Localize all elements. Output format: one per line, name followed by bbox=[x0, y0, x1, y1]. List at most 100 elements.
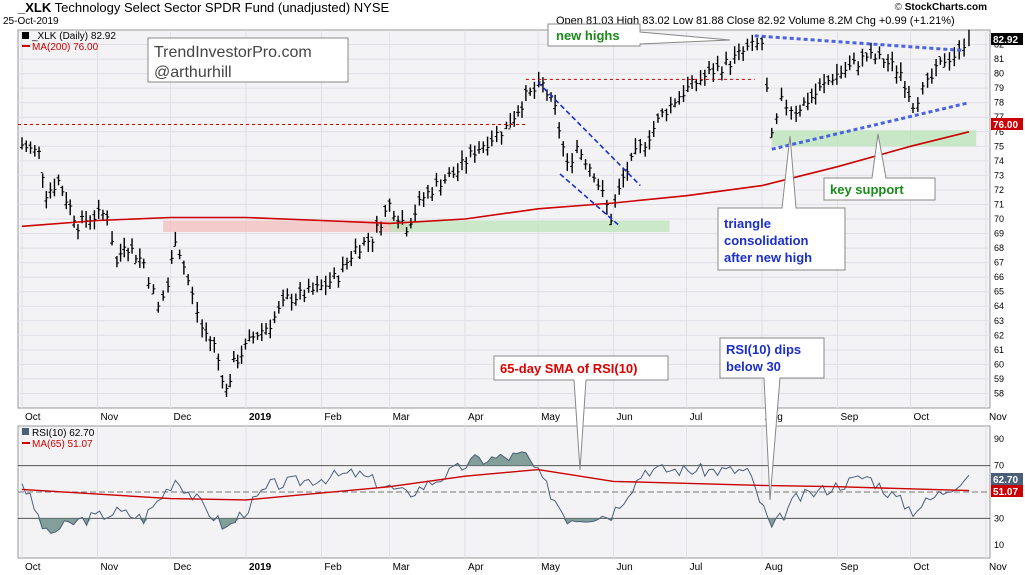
rsi-month-label: Oct bbox=[25, 562, 41, 573]
channel-upper bbox=[537, 81, 641, 187]
rsi-ma-flag: 51.07 bbox=[991, 485, 1023, 498]
triangle-line-3: after new high bbox=[724, 250, 812, 265]
callout-new-highs: new highs bbox=[547, 23, 731, 47]
rsi-line bbox=[21, 451, 970, 534]
legend-ma200: MA(200) 76.00 bbox=[32, 42, 99, 53]
legend-swatch-rsi bbox=[22, 428, 29, 435]
rsi-month-label: Sep bbox=[841, 562, 859, 573]
exchange: NYSE bbox=[353, 0, 390, 15]
price-tick-label: 63 bbox=[994, 316, 1004, 326]
rsi-ma-flag-bg bbox=[991, 485, 1023, 497]
rsi-month-label: May bbox=[541, 562, 560, 573]
rsi-month-label: Mar bbox=[393, 562, 411, 573]
ma200-line bbox=[21, 131, 970, 228]
price-tick-label: 80 bbox=[994, 69, 1004, 79]
price-tick-label: 64 bbox=[994, 301, 1004, 311]
month-label: Mar bbox=[393, 412, 411, 423]
price-tick-label: 78 bbox=[994, 98, 1004, 108]
channel-lower bbox=[559, 173, 619, 226]
price-tick-label: 74 bbox=[994, 156, 1004, 166]
price-tick-label: 58 bbox=[994, 388, 1004, 398]
legend-price: _XLK (Daily) 82.92 bbox=[31, 31, 116, 42]
rsi-month-label: Oct bbox=[914, 562, 930, 573]
rsi-layer bbox=[21, 451, 970, 534]
resistance-zone bbox=[163, 220, 407, 233]
triangle-lower bbox=[771, 101, 970, 151]
rsi-month-label: Nov bbox=[989, 562, 1007, 573]
legend-rsi: RSI(10) 62.70 bbox=[32, 428, 95, 439]
rsi-month-label: Jun bbox=[617, 562, 633, 573]
triangle-line-2: consolidation bbox=[724, 233, 809, 248]
rsi-ma65-line bbox=[21, 468, 970, 501]
month-label: Nov bbox=[989, 412, 1007, 423]
price-tick-label: 77 bbox=[994, 112, 1004, 122]
callout-rsi-dip: RSI(10) dips below 30 bbox=[719, 337, 825, 501]
rsi-dip-line-1: RSI(10) dips bbox=[726, 342, 801, 357]
symbol: _XLK bbox=[18, 0, 52, 15]
month-label: Jul bbox=[690, 412, 703, 423]
price-legend: _XLK (Daily) 82.92 MA(200) 76.00 bbox=[22, 31, 116, 53]
month-label: Dec bbox=[173, 412, 191, 423]
price-tick-label: 69 bbox=[994, 229, 1004, 239]
watermark-frame bbox=[147, 37, 349, 83]
callout-sma-box bbox=[493, 355, 669, 471]
price-tick-label: 76 bbox=[994, 127, 1004, 137]
month-label: Nov bbox=[100, 412, 118, 423]
ma-flag-label: 76.00 bbox=[993, 120, 1018, 131]
quote-line: Open 81.03 High 83.02 Low 81.88 Close 82… bbox=[556, 15, 955, 27]
watermark-handle: @arthurhill bbox=[154, 64, 232, 81]
price-tick-label: 70 bbox=[994, 214, 1004, 224]
rsi-tick-label: 30 bbox=[994, 513, 1004, 523]
rsi-month-label: Nov bbox=[100, 562, 118, 573]
price-tick-label: 65 bbox=[994, 287, 1004, 297]
rsi-month-label: Jul bbox=[690, 562, 703, 573]
rsi-legend: RSI(10) 62.70 MA(65) 51.07 bbox=[22, 428, 95, 450]
month-label: 2019 bbox=[249, 412, 272, 423]
callout-sma-rsi: 65-day SMA of RSI(10) bbox=[493, 355, 669, 471]
legend-rsi-ma: MA(65) 51.07 bbox=[32, 439, 93, 450]
ma-flag: 76.00 bbox=[991, 118, 1023, 131]
month-label: Oct bbox=[914, 412, 930, 423]
price-tick-label: 62 bbox=[994, 330, 1004, 340]
triangle-line-1: triangle bbox=[724, 216, 771, 231]
rsi-tick-label: 90 bbox=[994, 434, 1004, 444]
rsi-tick-label: 70 bbox=[994, 461, 1004, 471]
price-tick-label: 73 bbox=[994, 170, 1004, 180]
rsi-flag-bg bbox=[991, 473, 1023, 485]
symbol-title: _XLK Technology Select Sector SPDR Fund … bbox=[18, 0, 389, 15]
month-label: May bbox=[541, 412, 560, 423]
watermark-site: TrendInvestorPro.com bbox=[154, 44, 312, 61]
sma-rsi-label: 65-day SMA of RSI(10) bbox=[500, 361, 638, 376]
rsi-tick-label: 10 bbox=[994, 540, 1004, 550]
callout-key-support-box bbox=[823, 133, 936, 201]
month-label: Sep bbox=[841, 412, 859, 423]
rsi-flag: 62.70 bbox=[991, 473, 1023, 486]
copyright-symbol: © bbox=[894, 2, 902, 13]
price-tick-label: 68 bbox=[994, 243, 1004, 253]
price-tick-label: 75 bbox=[994, 141, 1004, 151]
price-tick-label: 60 bbox=[994, 359, 1004, 369]
support-zone-2019 bbox=[389, 220, 670, 233]
price-tick-label: 72 bbox=[994, 185, 1004, 195]
rsi-overbought-fill bbox=[22, 451, 969, 466]
rsi-dip-line-2: below 30 bbox=[726, 359, 781, 374]
price-flag-label: 82.92 bbox=[993, 35, 1018, 46]
callout-new-highs-box bbox=[547, 23, 731, 47]
price-axis: 58 59 60 61 62 63 64 65 66 67 68 69 70 71 72 73 74 75 76 77… bbox=[994, 40, 1004, 399]
rsi-month-label: Aug bbox=[765, 562, 783, 573]
watermark-box: TrendInvestorPro.com @arthurhill bbox=[147, 37, 349, 83]
brand-mark: © StockCharts.com bbox=[895, 2, 987, 13]
key-support-label: key support bbox=[830, 182, 904, 197]
rsi-flag-label: 62.70 bbox=[993, 475, 1018, 486]
month-label: Feb bbox=[324, 412, 342, 423]
price-grid bbox=[18, 30, 990, 408]
callout-key-support: key support bbox=[823, 133, 936, 201]
month-label: Jun bbox=[617, 412, 633, 423]
callout-triangle: triangle consolidation after new high bbox=[717, 135, 846, 271]
chart-date: 25-Oct-2019 bbox=[3, 16, 59, 27]
rsi-month-label: Apr bbox=[468, 562, 484, 573]
brand-name: StockCharts.com bbox=[904, 2, 987, 13]
callout-triangle-box bbox=[717, 135, 846, 271]
price-tick-label: 66 bbox=[994, 272, 1004, 282]
